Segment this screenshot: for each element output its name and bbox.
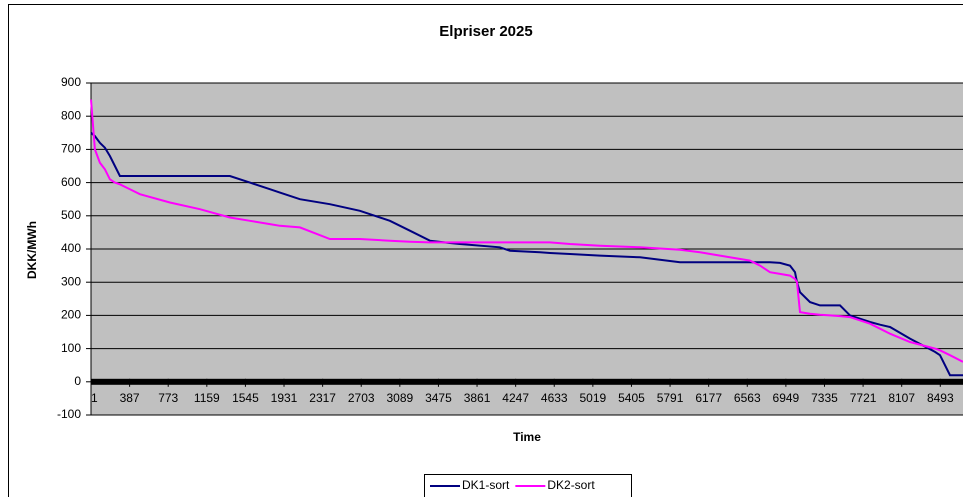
x-axis: [91, 378, 963, 385]
legend-label: DK1-sort: [462, 478, 510, 492]
x-tick-label: 7721: [850, 391, 877, 405]
y-tick-label: 100: [61, 341, 81, 355]
series-line: [90, 99, 963, 363]
y-tick-label: 800: [61, 108, 81, 122]
x-tick-label: 1931: [271, 391, 298, 405]
x-tick-label: 8107: [888, 391, 915, 405]
x-tick-label: 1: [91, 391, 98, 405]
x-tick-label: 5791: [657, 391, 684, 405]
x-tick-label: 773: [158, 391, 178, 405]
x-tick-label: 1545: [232, 391, 259, 405]
x-tick-label: 6177: [695, 391, 722, 405]
x-tick-label: 8493: [927, 391, 954, 405]
y-tick-label: -100: [57, 407, 81, 421]
y-axis-title: DKK/MWh: [25, 221, 39, 279]
y-tick-label: 200: [61, 308, 81, 322]
y-tick-label: 900: [61, 75, 81, 89]
x-tick-label: 387: [120, 391, 140, 405]
chart-title: Elpriser 2025: [439, 23, 532, 40]
x-tick-label: 4247: [502, 391, 529, 405]
x-tick-label: 7335: [811, 391, 838, 405]
x-tick-label: 5405: [618, 391, 645, 405]
x-tick-label: 2317: [309, 391, 336, 405]
legend-label: DK2-sort: [547, 478, 595, 492]
x-tick-label: 1159: [194, 391, 220, 405]
x-axis-title: Time: [513, 430, 541, 444]
y-tick-label: 300: [61, 274, 81, 288]
x-tick-label: 6949: [773, 391, 800, 405]
x-tick-label: 3861: [464, 391, 491, 405]
y-tick-label: 400: [61, 241, 81, 255]
x-tick-label: 5019: [580, 391, 607, 405]
y-tick-label: 0: [74, 374, 81, 388]
x-tick-label: 6563: [734, 391, 761, 405]
y-tick-label: 600: [61, 175, 81, 189]
x-tick-label: 3475: [425, 391, 452, 405]
series-line: [90, 132, 963, 377]
x-tick-label: 2703: [348, 391, 375, 405]
x-tick-label: 4633: [541, 391, 568, 405]
y-tick-label: 500: [61, 208, 81, 222]
x-tick-label: 3089: [386, 391, 413, 405]
y-tick-label: 700: [61, 142, 81, 156]
